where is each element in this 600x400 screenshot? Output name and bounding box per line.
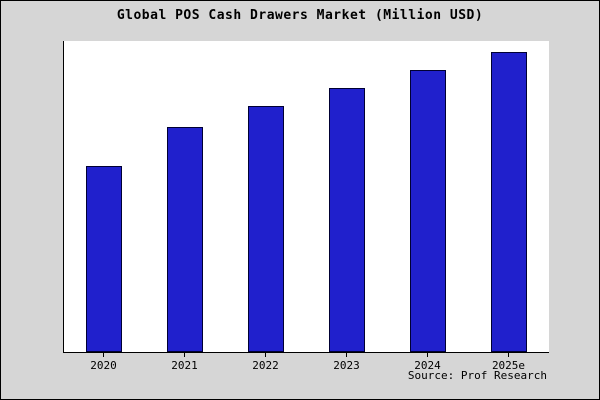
- x-axis-tick: [427, 353, 428, 357]
- x-axis-label-2020: 2020: [86, 353, 122, 372]
- x-axis-tick: [265, 353, 266, 357]
- x-axis-label-2023: 2023: [329, 353, 365, 372]
- bar-2022: [248, 106, 285, 352]
- x-axis-label-text: 2020: [90, 359, 117, 372]
- x-axis-tick: [508, 353, 509, 357]
- x-axis-label-2025e: 2025e: [491, 353, 527, 372]
- bars-container: [64, 41, 549, 352]
- bar-2023: [328, 88, 365, 352]
- x-axis-tick: [184, 353, 185, 357]
- bar-2021: [167, 127, 204, 352]
- source-credit: Source: Prof Research: [407, 369, 547, 382]
- chart-title: Global POS Cash Drawers Market (Million …: [116, 8, 484, 23]
- x-axis-labels: 2020 2021 2022 2023 2024 2025e: [63, 353, 549, 372]
- x-axis-tick: [103, 353, 104, 357]
- x-axis-label-text: 2022: [252, 359, 279, 372]
- x-axis-tick: [346, 353, 347, 357]
- x-axis-label-2024: 2024: [410, 353, 446, 372]
- plot-area: [63, 41, 549, 353]
- bar-2024: [409, 70, 446, 352]
- x-axis-label-2021: 2021: [167, 353, 203, 372]
- x-axis-label-text: 2021: [171, 359, 198, 372]
- bar-2025e: [490, 52, 527, 352]
- bar-2020: [86, 166, 123, 352]
- x-axis-label-text: 2023: [333, 359, 360, 372]
- x-axis-label-text: 2024: [414, 359, 441, 372]
- x-axis-label-2022: 2022: [248, 353, 284, 372]
- x-axis-label-text: 2025e: [491, 359, 526, 372]
